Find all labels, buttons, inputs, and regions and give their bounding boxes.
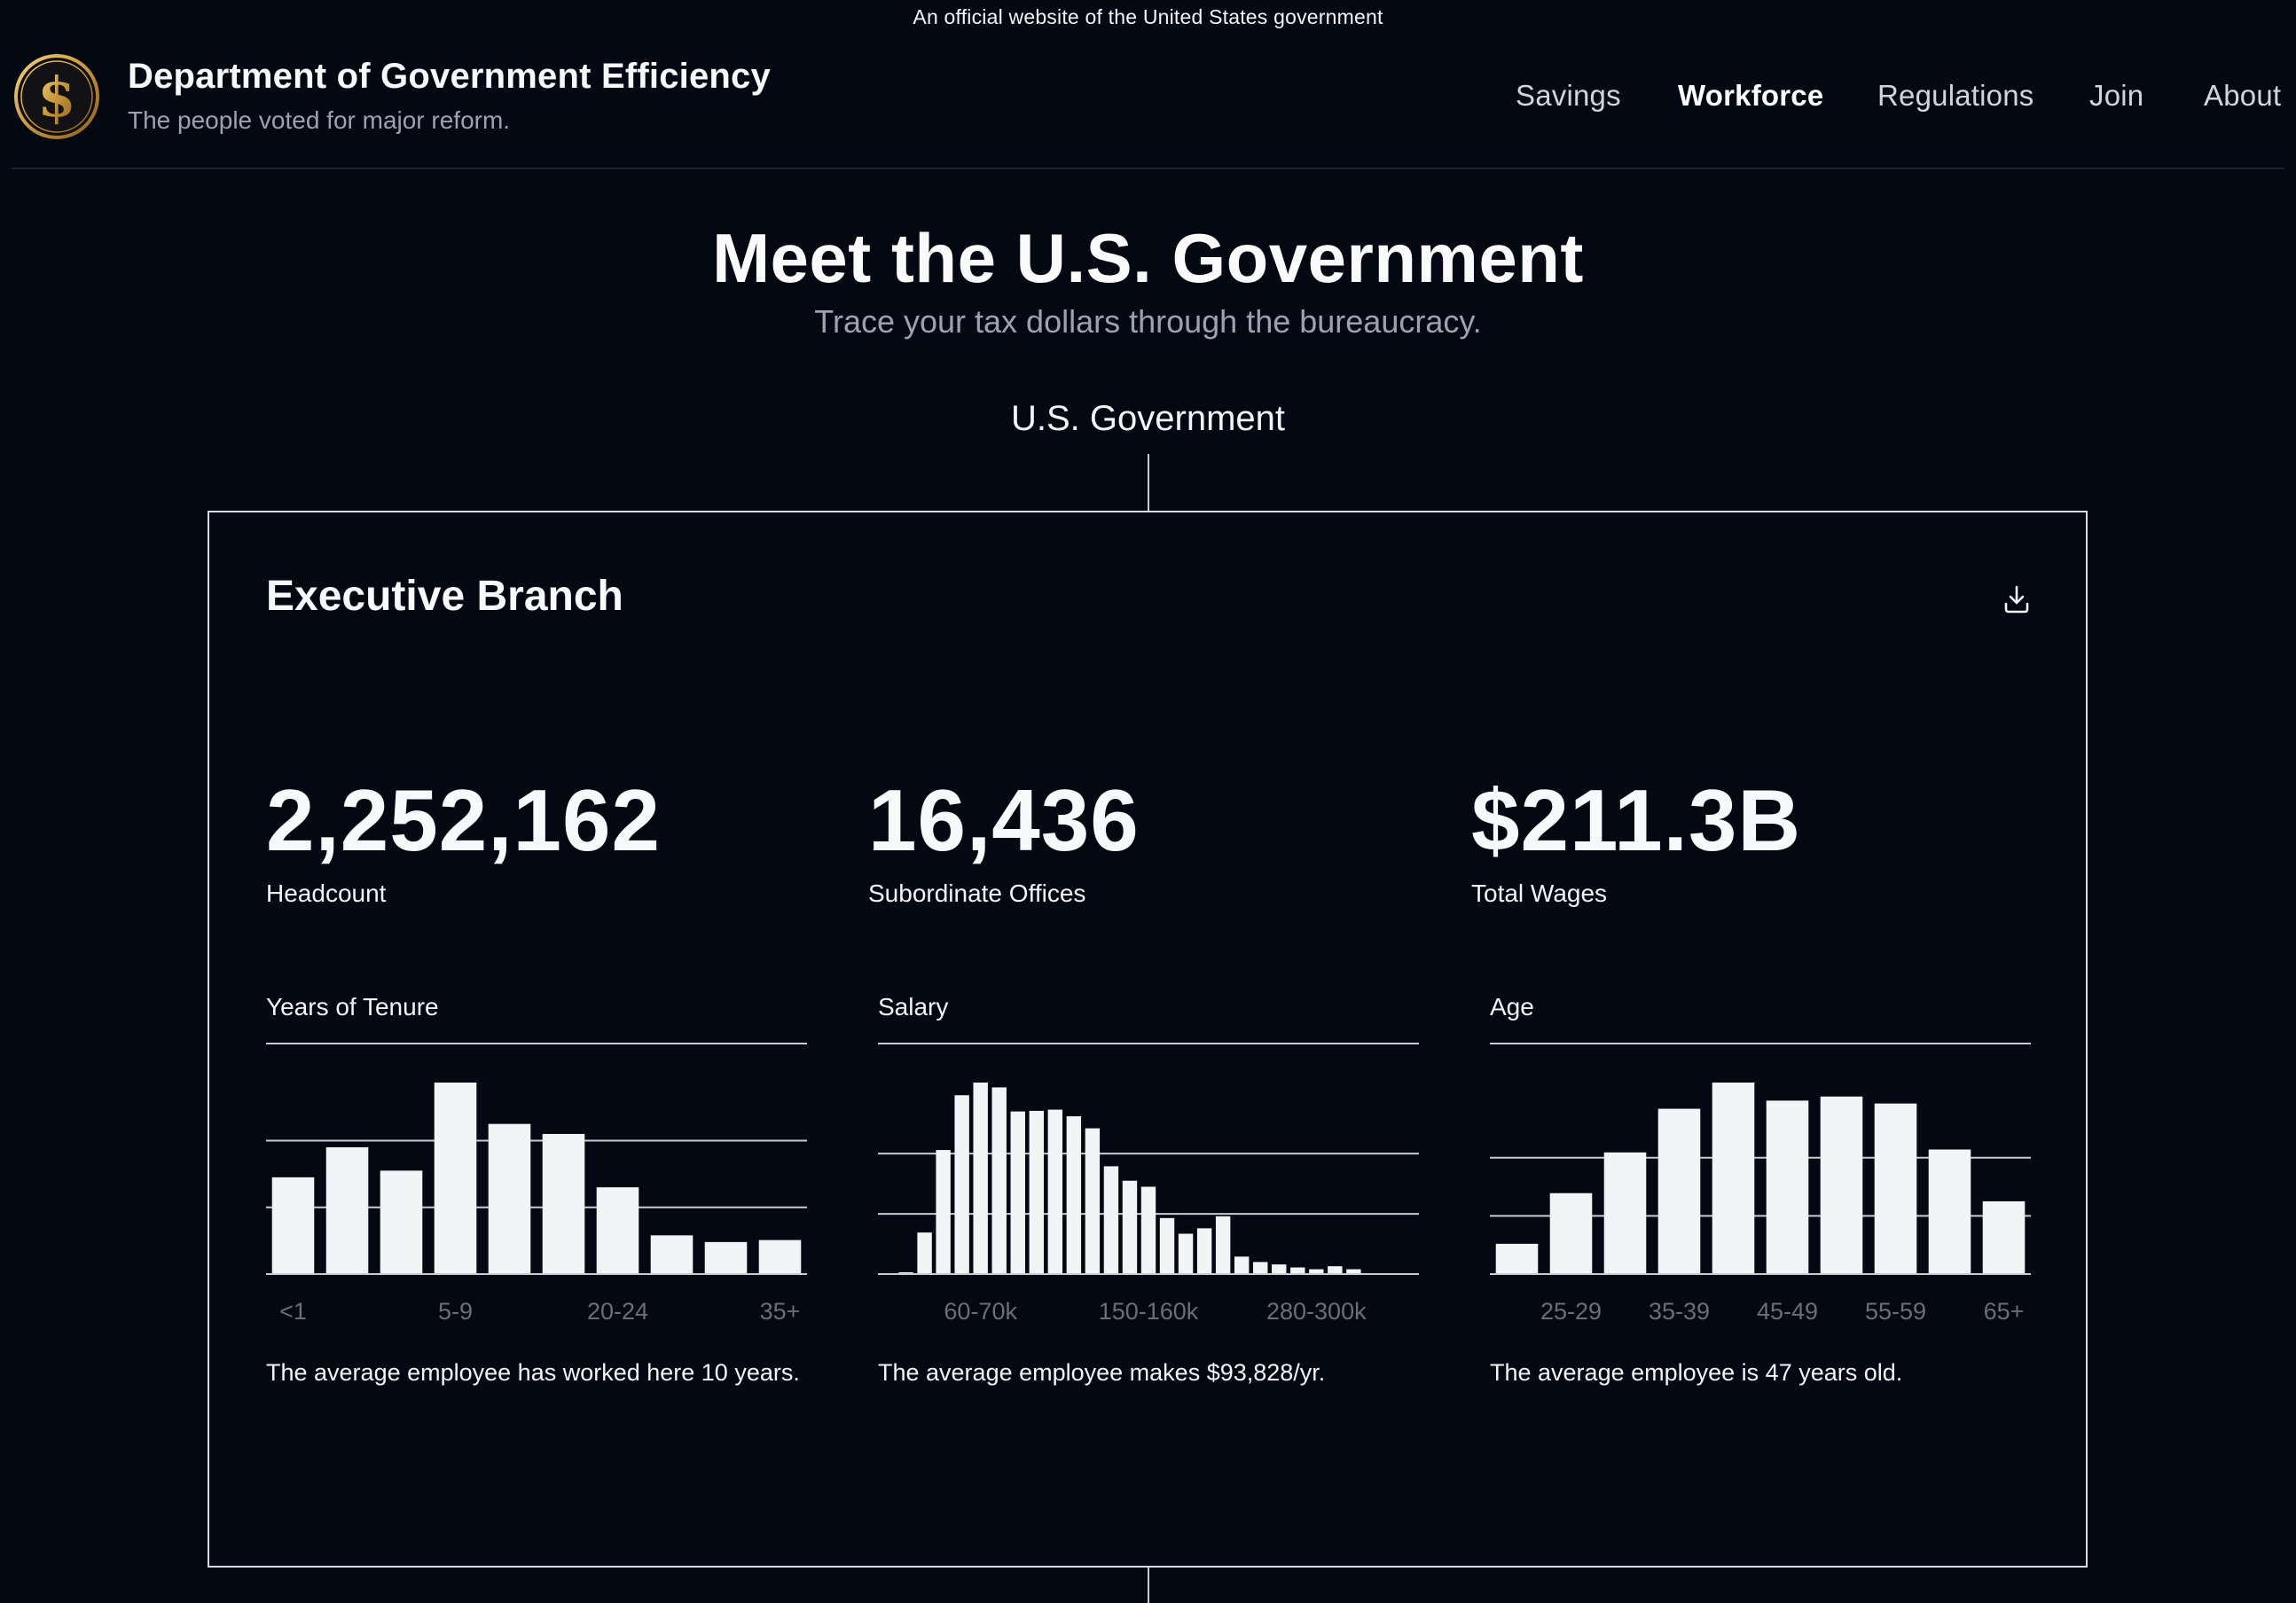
header-divider [12,168,2284,169]
bar-260-280k [1290,1267,1305,1274]
site-tagline: The people voted for major reform. [128,106,511,134]
bar-5-9 [434,1083,477,1274]
bar-50-54 [1820,1096,1863,1274]
bar-180-190k [1196,1228,1212,1274]
bar-160-170k [1159,1217,1175,1274]
chart-title: Age [1490,993,1534,1020]
bar-25-29 [650,1235,694,1274]
bar-30-34 [1603,1152,1647,1274]
bar-3-4 [380,1170,423,1274]
nav-about[interactable]: About [2204,79,2282,112]
site-title[interactable]: Department of Government Efficiency [128,57,771,96]
x-tick-label: 35+ [760,1298,801,1325]
bar-350-400k [1346,1269,1361,1274]
x-tick-label: 150-160k [1099,1298,1199,1325]
bar-20-30k [898,1271,913,1274]
bar-170-180k [1178,1233,1194,1274]
bar-10-14 [488,1123,531,1274]
bar-15-19 [542,1133,585,1274]
x-tick-label: 20-24 [587,1298,648,1325]
stat-wages-value: $211.3B [1471,771,1802,869]
official-government-banner: An official website of the United States… [913,5,1383,28]
bar-60-64 [1928,1149,1971,1274]
x-tick-label: 45-49 [1757,1298,1818,1325]
bar-100-110k [1047,1109,1063,1274]
tenure-chart: Years of Tenure <1 5-9 20-24 35+ The averag… [266,993,807,1401]
bar-300-350k [1328,1266,1343,1274]
x-tick-label: 5-9 [438,1298,473,1325]
bar-80-90k [1010,1111,1025,1274]
bar-110-120k [1066,1116,1082,1274]
nav-workforce[interactable]: Workforce [1678,79,1824,112]
bar-30-40k [917,1232,932,1274]
doge-logo[interactable]: $ [14,54,99,139]
stat-headcount-value: 2,252,162 [266,771,661,869]
download-button[interactable] [2001,582,2033,617]
x-tick-label: 280-300k [1266,1298,1367,1325]
bar-200-220k [1234,1256,1250,1274]
x-tick-label: 25-29 [1540,1298,1602,1325]
salary-histogram: 60-70k 150-160k 280-300k [878,1043,1419,1325]
bar-65+ [1982,1200,2026,1274]
bar-55-59 [1874,1103,1917,1274]
bar-45-49 [1766,1100,1809,1274]
bar-<25 [1495,1243,1539,1274]
x-tick-label: 55-59 [1865,1298,1926,1325]
bar-40-44 [1712,1083,1755,1274]
branch-title: Executive Branch [266,573,623,620]
bar-35-39 [1657,1108,1701,1274]
org-tree-connector [1148,454,1149,511]
x-tick-label: 60-70k [944,1298,1017,1325]
bar-50-60k [954,1095,969,1274]
stat-headcount-label: Headcount [266,880,387,907]
bar-220-240k [1253,1262,1268,1274]
x-tick-label: <1 [279,1298,307,1325]
bar-25-29 [1549,1192,1593,1274]
bar-30-34 [704,1241,748,1274]
bar-20-24 [596,1187,639,1274]
bar-70-80k [991,1087,1007,1274]
bar-40-50k [936,1150,951,1274]
nav-join[interactable]: Join [2089,79,2144,112]
gold-dollar-coin-icon: $ [14,54,99,139]
x-tick-label: 65+ [1984,1298,2025,1325]
bar-120-130k [1085,1128,1101,1274]
tenure-histogram: <1 5-9 20-24 35+ [266,1043,807,1325]
stat-wages-label: Total Wages [1471,880,1608,907]
bar-190-200k [1215,1216,1231,1274]
chart-caption: The average employee makes $93,828/yr. [878,1359,1326,1386]
bar-1-2 [325,1147,369,1274]
bar-<1 [271,1177,315,1274]
salary-chart: Salary 60-70k 150-160k 280-300k The averag… [878,993,1419,1401]
stat-offices-label: Subordinate Offices [868,880,1086,907]
age-chart: Age 25-29 35-39 45-49 55-59 65+ The average … [1490,993,2031,1401]
nav-savings[interactable]: Savings [1516,79,1621,112]
download-icon [2004,585,2029,614]
bar-150-160k [1140,1186,1156,1274]
chart-caption: The average employee is 47 years old. [1490,1359,1903,1386]
bar-140-150k [1122,1180,1138,1274]
svg-text:$: $ [37,65,75,129]
bar-130-140k [1103,1166,1119,1274]
bar-35+ [758,1239,802,1274]
bar-240-260k [1272,1264,1287,1274]
nav-regulations[interactable]: Regulations [1877,79,2034,112]
chart-title: Years of Tenure [266,993,439,1020]
chart-caption: The average employee has worked here 10 … [266,1359,800,1386]
x-tick-label: 35-39 [1649,1298,1710,1325]
age-histogram: 25-29 35-39 45-49 55-59 65+ [1490,1043,2031,1325]
chart-title: Salary [878,993,949,1020]
stat-offices-value: 16,436 [868,771,1140,869]
org-root-node[interactable]: U.S. Government [1010,399,1285,438]
executive-branch-card [208,511,2088,1568]
page-subtitle: Trace your tax dollars through the burea… [814,303,1482,340]
bar-60-70k [973,1083,988,1274]
bar-280-300k [1309,1269,1324,1274]
org-tree-connector [1148,1568,1149,1603]
bar-90-100k [1029,1110,1044,1274]
page-title: Meet the U.S. Government [712,219,1584,297]
